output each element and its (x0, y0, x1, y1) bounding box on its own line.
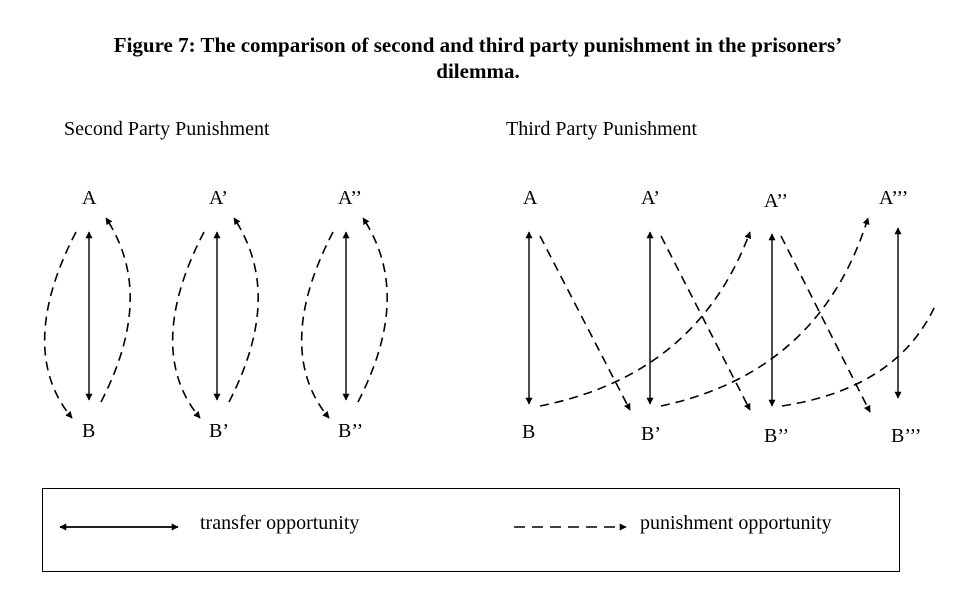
legend-punishment-label: punishment opportunity (640, 512, 832, 534)
sp-punish-a1-to-b1 (171, 231, 205, 419)
sp-node-b: B (82, 420, 95, 442)
sp-punish-a2-to-b2 (300, 231, 334, 419)
tp-punish-b-to-a2 (539, 231, 752, 407)
tp-node-a3: A’’’ (879, 187, 908, 209)
tp-punish-a2-to-b3 (780, 235, 871, 413)
tp-node-b1: B’ (641, 423, 661, 445)
tp-node-a1: A’ (641, 187, 660, 209)
sp-punish-b2-to-a2 (357, 217, 388, 403)
sp-node-a: A (82, 187, 97, 209)
figure-title: Figure 7: The comparison of second and t… (0, 32, 956, 84)
sp-node-a2: A’’ (338, 187, 362, 209)
tp-node-b: B (522, 421, 535, 443)
tp-punish-b2-offpage (781, 305, 936, 407)
legend (42, 488, 900, 572)
tp-punish-a1-to-b2 (660, 235, 751, 411)
sp-punish-b1-to-a1 (228, 217, 259, 403)
tp-node-b3: B’’’ (891, 425, 921, 447)
tp-node-a: A (523, 187, 538, 209)
tp-punish-a-to-b1 (539, 235, 631, 411)
second-party-panel-title: Second Party Punishment (64, 118, 270, 140)
figure-title-line1: Figure 7: The comparison of second and t… (113, 33, 843, 57)
sp-node-b2: B’’ (338, 420, 363, 442)
figure-title-line2: dilemma. (436, 59, 520, 83)
sp-node-b1: B’ (209, 420, 229, 442)
sp-punish-b-to-a (100, 217, 131, 403)
sp-punish-a-to-b (43, 231, 77, 419)
third-party-panel-title: Third Party Punishment (506, 118, 698, 140)
sp-node-a1: A’ (209, 187, 228, 209)
tp-node-a2: A’’ (764, 190, 788, 212)
tp-node-b2: B’’ (764, 425, 789, 447)
tp-punish-b1-to-a3 (660, 217, 870, 407)
legend-transfer-label: transfer opportunity (200, 512, 360, 534)
